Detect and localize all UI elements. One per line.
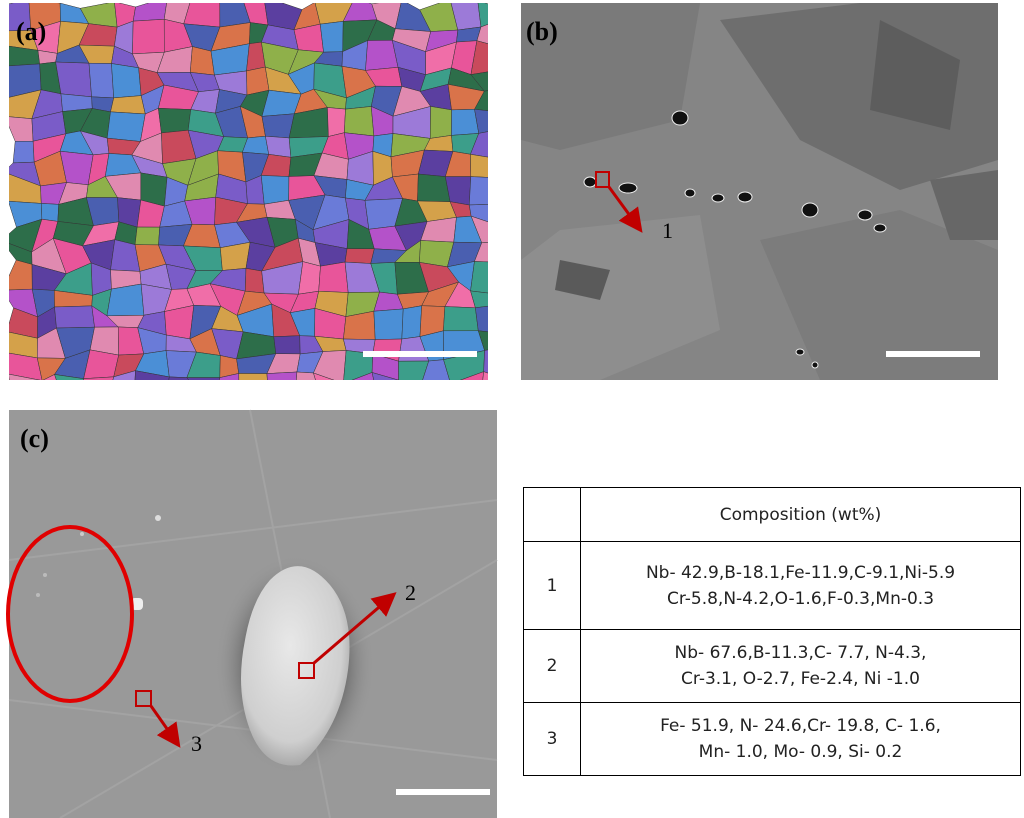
- sem-image-b: [521, 3, 998, 380]
- grain: [419, 384, 454, 396]
- grain: [81, 377, 114, 404]
- grain: [471, 291, 511, 308]
- marker-label: 2: [405, 580, 416, 605]
- grain: [55, 374, 84, 404]
- page: (a) 1 (b) 2 3 (c) Composit: [0, 0, 1024, 818]
- marker-label: 3: [191, 731, 202, 756]
- marker-label: 1: [662, 218, 673, 243]
- grain: [261, 175, 289, 204]
- grain: [345, 249, 374, 264]
- grain: [475, 109, 507, 133]
- composition-line: Fe- 51.9, N- 24.6,Cr- 19.8, C- 1.6,: [581, 713, 1020, 739]
- grain: [399, 361, 429, 384]
- grain: [239, 373, 269, 401]
- grain: [274, 336, 300, 354]
- panel-label: (a): [16, 17, 46, 46]
- grain: [111, 96, 146, 114]
- grain: [107, 112, 145, 142]
- grain: [470, 154, 502, 178]
- row-id: 1: [524, 542, 581, 630]
- composition-cell: Nb- 67.6,B-11.3,C- 7.7, N-4.3,Cr-3.1, O-…: [581, 630, 1021, 703]
- grain: [391, 380, 421, 400]
- grain: [417, 174, 450, 202]
- panel-label: (b): [526, 17, 558, 46]
- grain: [111, 64, 141, 98]
- grain: [187, 378, 220, 400]
- ebsd-map: [1, 0, 536, 427]
- composition-line: Nb- 67.6,B-11.3,C- 7.7, N-4.3,: [581, 640, 1020, 666]
- composition-line: Cr-3.1, O-2.7, Fe-2.4, Ni -1.0: [581, 666, 1020, 692]
- row-id: 2: [524, 630, 581, 703]
- grain: [5, 116, 33, 141]
- grain: [267, 372, 297, 401]
- scale-bar: [363, 351, 477, 357]
- composition-line: Mn- 1.0, Mo- 0.9, Si- 0.2: [581, 739, 1020, 765]
- composition-line: Cr-5.8,N-4.2,O-1.6,F-0.3,Mn-0.3: [581, 586, 1020, 612]
- grain: [471, 41, 506, 75]
- grain: [506, 379, 528, 404]
- grain: [496, 89, 525, 114]
- grain: [498, 393, 528, 428]
- grain: [41, 203, 58, 221]
- row-id: 3: [524, 703, 581, 776]
- sem-image-c: [9, 410, 497, 818]
- header-cell: [524, 488, 581, 542]
- composition-line: Nb- 42.9,B-18.1,Fe-11.9,C-9.1,Ni-5.9: [581, 560, 1020, 586]
- header-cell: Composition (wt%): [581, 488, 1021, 542]
- grain: [56, 62, 92, 97]
- grain: [265, 136, 290, 157]
- grain: [327, 107, 345, 136]
- grain: [478, 1, 504, 27]
- grain: [475, 304, 508, 334]
- grain: [55, 306, 95, 328]
- table-header: Composition (wt%): [524, 488, 1021, 542]
- grain: [471, 261, 511, 295]
- grain: [344, 106, 374, 135]
- grain: [402, 306, 422, 339]
- grain: [319, 262, 349, 292]
- grain: [132, 19, 164, 54]
- scale-bar: [396, 789, 490, 795]
- grain: [133, 0, 167, 21]
- grain: [262, 114, 294, 138]
- grain: [135, 227, 160, 245]
- grain: [84, 350, 119, 379]
- composition-cell: Fe- 51.9, N- 24.6,Cr- 19.8, C- 1.6,Mn- 1…: [581, 703, 1021, 776]
- grain: [165, 305, 194, 339]
- grain: [134, 371, 169, 405]
- scale-bar: [886, 351, 980, 357]
- grain: [245, 268, 264, 293]
- grain: [190, 47, 214, 75]
- grain: [107, 284, 144, 316]
- grain: [320, 21, 343, 52]
- grain: [469, 177, 502, 205]
- panel-label: (c): [20, 424, 49, 453]
- grain: [481, 372, 510, 405]
- grain: [165, 377, 198, 405]
- grain: [13, 141, 34, 163]
- grain: [3, 260, 33, 290]
- grain: [158, 108, 190, 133]
- grain: [451, 109, 478, 135]
- grain: [374, 309, 403, 340]
- grain: [443, 307, 478, 331]
- grain: [430, 106, 451, 138]
- grain: [89, 63, 114, 98]
